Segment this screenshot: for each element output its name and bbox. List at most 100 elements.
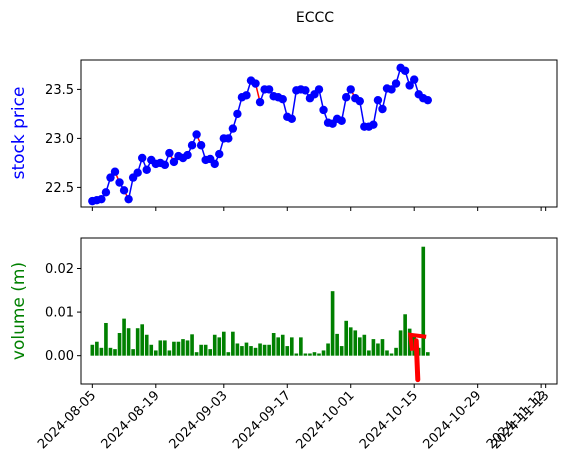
price-point	[115, 178, 124, 187]
price-y-axis-label: stock price	[9, 87, 29, 180]
volume-bar	[235, 343, 240, 356]
volume-arrow-head	[407, 332, 427, 352]
x-tick-label: 2024-10-29	[420, 388, 484, 452]
volume-bar	[122, 318, 126, 356]
price-point	[228, 124, 238, 133]
price-point	[183, 150, 192, 160]
volume-bar	[253, 347, 258, 356]
volume-bar	[117, 333, 122, 356]
volume-y-tick-label: 0.01	[45, 306, 74, 321]
volume-bar	[158, 340, 163, 356]
price-point	[423, 95, 432, 105]
volume-bar	[357, 337, 362, 356]
price-point	[255, 97, 265, 107]
volume-bar	[376, 343, 380, 356]
volume-bar	[421, 246, 426, 356]
volume-bar	[335, 333, 339, 356]
volume-bar	[398, 330, 403, 356]
price-point	[119, 186, 129, 195]
price-point	[410, 75, 419, 84]
volume-bar	[367, 350, 371, 356]
volume-bar	[104, 322, 108, 356]
price-point	[242, 91, 251, 100]
volume-bar	[330, 291, 335, 356]
x-tick-label: 2024-09-17	[230, 388, 294, 452]
volume-bar	[249, 346, 253, 356]
x-tick-label: 2024-10-15	[357, 388, 421, 452]
volume-bar	[425, 352, 430, 356]
volume-bar	[276, 337, 281, 356]
price-point	[138, 153, 147, 163]
price-point	[215, 149, 224, 159]
x-tick-label: 2024-08-19	[99, 388, 163, 452]
volume-bar	[321, 350, 326, 356]
price-point	[233, 109, 242, 119]
volume-bar	[403, 314, 407, 356]
price-point	[378, 104, 387, 114]
price-y-tick-label: 23.5	[45, 83, 74, 98]
price-point	[110, 167, 120, 176]
price-point	[133, 168, 142, 177]
volume-bar	[131, 349, 135, 356]
volume-bar	[303, 353, 308, 356]
volume-bar	[285, 346, 290, 356]
volume-bar	[262, 344, 267, 356]
volume-bar	[167, 350, 172, 356]
x-tick-label: 2024-08-05	[35, 388, 99, 452]
price-panel: 22.5 23.0 23.5 stock price	[9, 59, 558, 211]
volume-bar	[267, 344, 271, 356]
price-point	[124, 194, 133, 204]
volume-bar	[221, 331, 226, 356]
volume-bar	[217, 337, 222, 356]
volume-bar	[113, 349, 117, 356]
volume-bar	[344, 320, 349, 356]
price-point	[192, 130, 201, 139]
volume-bar	[203, 344, 208, 356]
volume-bar	[371, 339, 376, 356]
price-point	[342, 93, 351, 102]
price-point	[106, 173, 115, 182]
volume-bar	[135, 328, 140, 356]
price-point	[387, 85, 396, 94]
volume-bar	[185, 340, 190, 356]
price-x-ticks	[91, 207, 547, 211]
volume-bar	[95, 341, 99, 356]
volume-bar	[208, 349, 213, 356]
volume-bar	[317, 353, 321, 356]
price-series	[88, 63, 432, 206]
price-point	[210, 159, 219, 169]
price-plot-frame	[80, 59, 558, 208]
price-point	[187, 141, 197, 150]
price-point	[165, 148, 174, 158]
volume-bar	[258, 343, 262, 356]
price-point	[101, 188, 111, 197]
volume-bar	[176, 341, 181, 356]
price-point	[369, 120, 378, 129]
price-point	[196, 141, 206, 150]
price-point	[391, 79, 401, 88]
volume-bar	[190, 334, 194, 356]
volume-bar	[394, 347, 398, 356]
volume-y-tick-label: 0.02	[45, 262, 74, 277]
volume-y-axis-label: volume (m)	[9, 262, 29, 360]
volume-bar	[280, 334, 285, 356]
price-point	[97, 194, 106, 204]
price-line-segment	[291, 90, 298, 119]
volume-bar	[199, 344, 203, 356]
volume-bar	[326, 343, 330, 356]
volume-bar	[299, 337, 303, 356]
price-point	[160, 160, 170, 170]
price-y-tick-label: 23.0	[45, 132, 74, 147]
volume-bar	[348, 327, 353, 356]
price-point	[337, 116, 346, 125]
volume-bar	[353, 330, 358, 356]
volume-bar	[181, 339, 185, 356]
price-y-ticks: 22.5 23.0 23.5	[45, 83, 81, 196]
volume-bar	[108, 347, 113, 356]
volume-arrow-shaft	[413, 338, 421, 383]
price-point	[142, 165, 151, 174]
volume-bar	[271, 333, 276, 356]
price-point	[264, 85, 274, 94]
volume-bar	[194, 352, 199, 356]
price-point	[224, 134, 233, 143]
